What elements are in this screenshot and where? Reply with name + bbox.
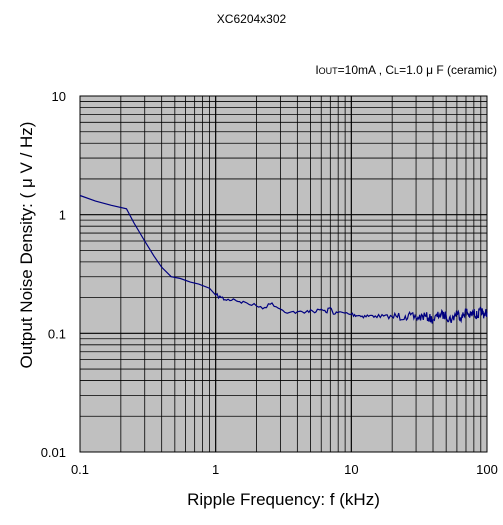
grid-lines [80,96,487,452]
y-tick-label: 0.1 [48,326,66,341]
subtitle-l-subscript: L [394,66,400,76]
x-tick-label: 10 [344,462,358,477]
x-axis-label: Ripple Frequency: f (kHz) [187,490,380,509]
x-tick-label: 1 [212,462,219,477]
chart-title: XC6204x302 [216,12,287,26]
plot-area-background [80,96,487,452]
y-tick-label: 0.01 [41,445,66,460]
x-tick-label: 0.1 [71,462,89,477]
subtitle-mid: =10mA , C [337,63,395,77]
y-tick-label: 1 [59,208,66,223]
x-tick-label: 100 [476,462,498,477]
y-tick-label: 10 [52,89,66,104]
plot-area-border [79,95,488,453]
subtitle-end: =1.0 μ F (ceramic) [399,63,497,77]
y-axis-label: Output Noise Density: ( μ V / Hz) [17,121,36,369]
subtitle-i: I [315,63,319,77]
subtitle-out-subscript: OUT [318,66,338,76]
series-line [79,194,488,324]
axis-tick-labels: 0.1 1 10 100 0.01 0.1 1 10 [41,89,498,477]
chart-subtitle: IOUT=10mA , CL=1.0 μ F (ceramic) [0,63,497,77]
